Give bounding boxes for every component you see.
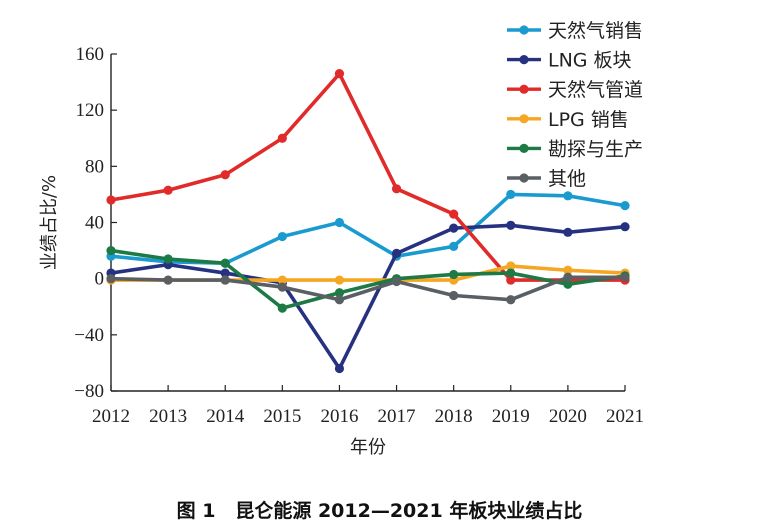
legend-item: LPG 销售 bbox=[507, 109, 629, 131]
legend-label: LPG 销售 bbox=[548, 109, 629, 131]
figure-caption: 图 1 昆仑能源 2012—2021 年板块业绩占比 bbox=[176, 500, 583, 522]
y-tick-label: −40 bbox=[74, 325, 104, 346]
data-point bbox=[449, 269, 459, 280]
data-point bbox=[620, 222, 630, 232]
data-point bbox=[220, 275, 230, 285]
x-tick-label: 2017 bbox=[378, 406, 416, 427]
series-6 bbox=[106, 272, 630, 305]
legend-label: 勘探与生产 bbox=[548, 138, 643, 160]
legend-label: 天然气销售 bbox=[548, 20, 643, 42]
x-tick-label: 2015 bbox=[263, 406, 301, 427]
data-point bbox=[163, 185, 173, 195]
data-point bbox=[277, 231, 287, 242]
data-point bbox=[449, 209, 459, 219]
data-point bbox=[391, 248, 402, 258]
data-point bbox=[334, 363, 345, 374]
data-point bbox=[106, 245, 116, 256]
legend-label: LNG 板块 bbox=[548, 50, 632, 72]
series-5 bbox=[106, 245, 630, 313]
legend-swatch-marker bbox=[519, 84, 529, 94]
series-line bbox=[109, 223, 627, 371]
legend-swatch-marker bbox=[519, 55, 529, 65]
data-point bbox=[220, 268, 230, 278]
series-line bbox=[109, 275, 627, 302]
legend-item: 天然气销售 bbox=[507, 20, 643, 42]
y-tick-label: 80 bbox=[85, 156, 104, 177]
series-line bbox=[109, 248, 627, 310]
data-point bbox=[563, 272, 573, 282]
legend-item: LNG 板块 bbox=[507, 50, 632, 72]
x-axis-title: 年份 bbox=[350, 437, 386, 458]
legend-swatch-marker bbox=[519, 25, 529, 35]
x-tick-label: 2014 bbox=[206, 406, 245, 427]
y-tick-label: 160 bbox=[76, 44, 105, 65]
x-tick-label: 2013 bbox=[149, 406, 187, 427]
data-point bbox=[506, 189, 516, 200]
x-tick-label: 2016 bbox=[320, 406, 358, 427]
y-tick-label: 0 bbox=[95, 269, 105, 290]
y-axis-ticks: −80 −40 0 40 80 120 160 bbox=[74, 44, 117, 402]
x-tick-label: 2018 bbox=[435, 406, 473, 427]
data-point bbox=[506, 268, 516, 278]
y-tick-label: 40 bbox=[85, 213, 104, 234]
legend-label: 其他 bbox=[548, 168, 586, 190]
data-point bbox=[163, 254, 173, 264]
series-layer bbox=[106, 69, 630, 374]
y-tick-label: 120 bbox=[76, 100, 105, 121]
data-point bbox=[277, 133, 287, 143]
data-point bbox=[391, 184, 402, 194]
data-point bbox=[391, 276, 402, 287]
data-point bbox=[506, 295, 516, 305]
legend-label: 天然气管道 bbox=[548, 79, 643, 101]
legend-item: 其他 bbox=[507, 168, 586, 190]
legend-swatch-marker bbox=[519, 114, 529, 124]
legend-swatch-marker bbox=[519, 173, 529, 183]
data-point bbox=[220, 258, 230, 268]
data-point bbox=[563, 227, 573, 237]
plot-frame bbox=[110, 54, 625, 392]
y-tick-label: −80 bbox=[74, 381, 104, 402]
data-point bbox=[449, 241, 459, 251]
data-point bbox=[334, 288, 345, 298]
data-point bbox=[106, 195, 116, 205]
data-point bbox=[449, 290, 459, 301]
data-point bbox=[334, 295, 345, 305]
x-tick-label: 2012 bbox=[92, 406, 130, 427]
data-point bbox=[163, 275, 173, 285]
series-2 bbox=[106, 220, 630, 374]
data-point bbox=[506, 275, 516, 285]
data-point bbox=[220, 170, 230, 180]
data-point bbox=[506, 261, 516, 271]
data-point bbox=[334, 275, 345, 285]
legend-item: 勘探与生产 bbox=[507, 138, 643, 160]
data-point bbox=[277, 303, 287, 313]
x-tick-label: 2019 bbox=[492, 406, 530, 427]
data-point bbox=[620, 201, 630, 211]
x-tick-label: 2021 bbox=[606, 406, 644, 427]
legend-item: 天然气管道 bbox=[507, 79, 643, 101]
x-axis-ticks: 2012 2013 2014 2015 2016 2017 2018 2019 2020 2021 bbox=[92, 385, 644, 427]
data-point bbox=[277, 282, 287, 292]
data-point bbox=[563, 191, 573, 201]
data-point bbox=[449, 223, 459, 233]
y-axis-title: 业绩占比/% bbox=[39, 175, 60, 270]
x-tick-label: 2020 bbox=[549, 406, 587, 427]
data-point bbox=[563, 279, 573, 289]
data-point bbox=[334, 69, 345, 79]
legend-swatch-marker bbox=[519, 143, 529, 153]
data-point bbox=[277, 275, 287, 285]
data-point bbox=[506, 220, 516, 230]
data-point bbox=[334, 217, 345, 228]
data-point bbox=[563, 265, 573, 275]
data-point bbox=[106, 274, 116, 284]
data-point bbox=[620, 272, 630, 282]
